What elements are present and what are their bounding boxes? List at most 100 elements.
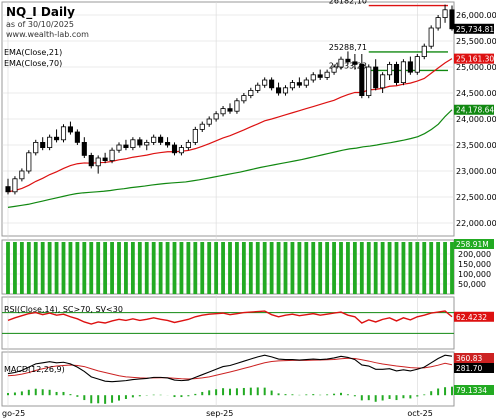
volume-bar: [450, 242, 454, 294]
candle-body: [227, 108, 233, 112]
ema70-line: [7, 109, 453, 208]
volume-bar: [82, 242, 87, 294]
macd-histogram-bar: [124, 395, 127, 399]
volume-bar: [47, 242, 52, 294]
macd-histogram-bar: [187, 395, 190, 397]
volume-bar: [193, 242, 198, 294]
candle: [74, 129, 80, 145]
candle: [234, 98, 240, 114]
candle: [269, 77, 275, 91]
candle-body: [47, 136, 53, 148]
candle: [88, 152, 94, 169]
macd-histogram-bar: [346, 394, 349, 396]
volume-bar: [387, 242, 392, 294]
candle-body: [241, 95, 247, 102]
volume-bar: [366, 242, 371, 294]
level-label: 25288,71: [329, 43, 367, 52]
candle-body: [324, 71, 330, 78]
macd-histogram-bar: [437, 388, 440, 396]
volume-bar: [19, 242, 24, 294]
candle-body: [407, 61, 413, 73]
candle-body: [165, 141, 171, 146]
candle: [380, 72, 386, 93]
volume-bar: [443, 242, 447, 294]
candle-body: [213, 113, 219, 120]
rsi-line: [7, 310, 453, 325]
ema21-line: [7, 58, 453, 193]
candle-body: [366, 66, 372, 97]
candle-body: [331, 66, 337, 73]
macd-histogram-bar: [242, 387, 245, 396]
macd-histogram-bar: [7, 393, 9, 396]
level-label: 24933,23: [329, 61, 367, 70]
volume-bar: [401, 242, 406, 294]
volume-bar: [200, 242, 205, 294]
candle: [220, 106, 226, 117]
volume-bar: [429, 242, 434, 294]
volume-bar: [124, 242, 128, 294]
volume-bar: [276, 242, 281, 294]
candle: [40, 137, 46, 151]
volume-bar: [117, 242, 121, 294]
ema70-label: EMA(Close,70): [4, 59, 62, 68]
candle-body: [67, 126, 73, 133]
volume-bar: [103, 242, 108, 294]
macd-histogram-bar: [395, 395, 398, 401]
macd-histogram-bar: [249, 387, 252, 396]
last-value-box: [454, 23, 494, 34]
candle-body: [317, 74, 323, 78]
macd-histogram-bar: [353, 395, 356, 397]
candle: [241, 93, 247, 104]
volume-bar: [110, 242, 114, 294]
candle-body: [151, 136, 157, 143]
volume-bar: [33, 242, 38, 294]
candle: [178, 145, 184, 156]
candle-body: [269, 79, 275, 89]
macd-histogram-bar: [430, 391, 433, 396]
volume-bar: [13, 242, 17, 294]
macd-histogram-bar: [423, 394, 426, 396]
level-label: 26182,10: [329, 0, 367, 6]
volume-bar: [408, 242, 413, 294]
candle: [366, 64, 372, 99]
macd-histogram-bar: [333, 393, 336, 396]
candle: [414, 54, 420, 75]
volume-bar: [89, 242, 94, 294]
candle: [296, 77, 302, 88]
candle: [206, 116, 212, 127]
price-tick-label: 24,500.00: [456, 89, 496, 98]
candle-body: [60, 126, 67, 141]
macd-histogram-bar: [215, 389, 218, 396]
volume-bar: [235, 242, 239, 294]
macd-histogram-bar: [340, 392, 342, 396]
candle: [400, 59, 406, 86]
candle: [171, 142, 178, 156]
axis-labels: 26,000.00 25,500.00 25,000.00 24,500.00 24,0…: [2, 11, 496, 418]
candle-body: [387, 64, 393, 76]
candle: [345, 51, 351, 65]
candle: [5, 178, 11, 195]
candle-body: [442, 9, 448, 19]
candle-body: [158, 136, 164, 143]
macd-histogram-bar: [41, 389, 44, 396]
x-tick-label: go-25: [2, 409, 25, 418]
macd-histogram-bar: [284, 394, 287, 396]
candle: [276, 82, 282, 96]
candle: [213, 111, 219, 122]
macd-histogram-bar: [277, 393, 280, 396]
macd-histogram-bar: [208, 390, 211, 396]
candle: [199, 121, 205, 132]
price-tick-label: 26,000.00: [456, 11, 496, 20]
macd-histogram-bar: [76, 395, 79, 397]
candle-body: [192, 128, 198, 143]
candlesticks: [5, 4, 455, 195]
candle-body: [95, 157, 101, 167]
candle: [373, 59, 379, 91]
volume-bar: [304, 242, 309, 294]
candle-body: [137, 139, 143, 146]
candle-body: [421, 45, 427, 58]
volume-bar: [228, 242, 232, 294]
candle: [289, 80, 295, 91]
price-tick-label: 24,000.00: [456, 115, 496, 124]
rsi-title: RSI(Close,14), SC>70, SV<30: [4, 305, 123, 314]
